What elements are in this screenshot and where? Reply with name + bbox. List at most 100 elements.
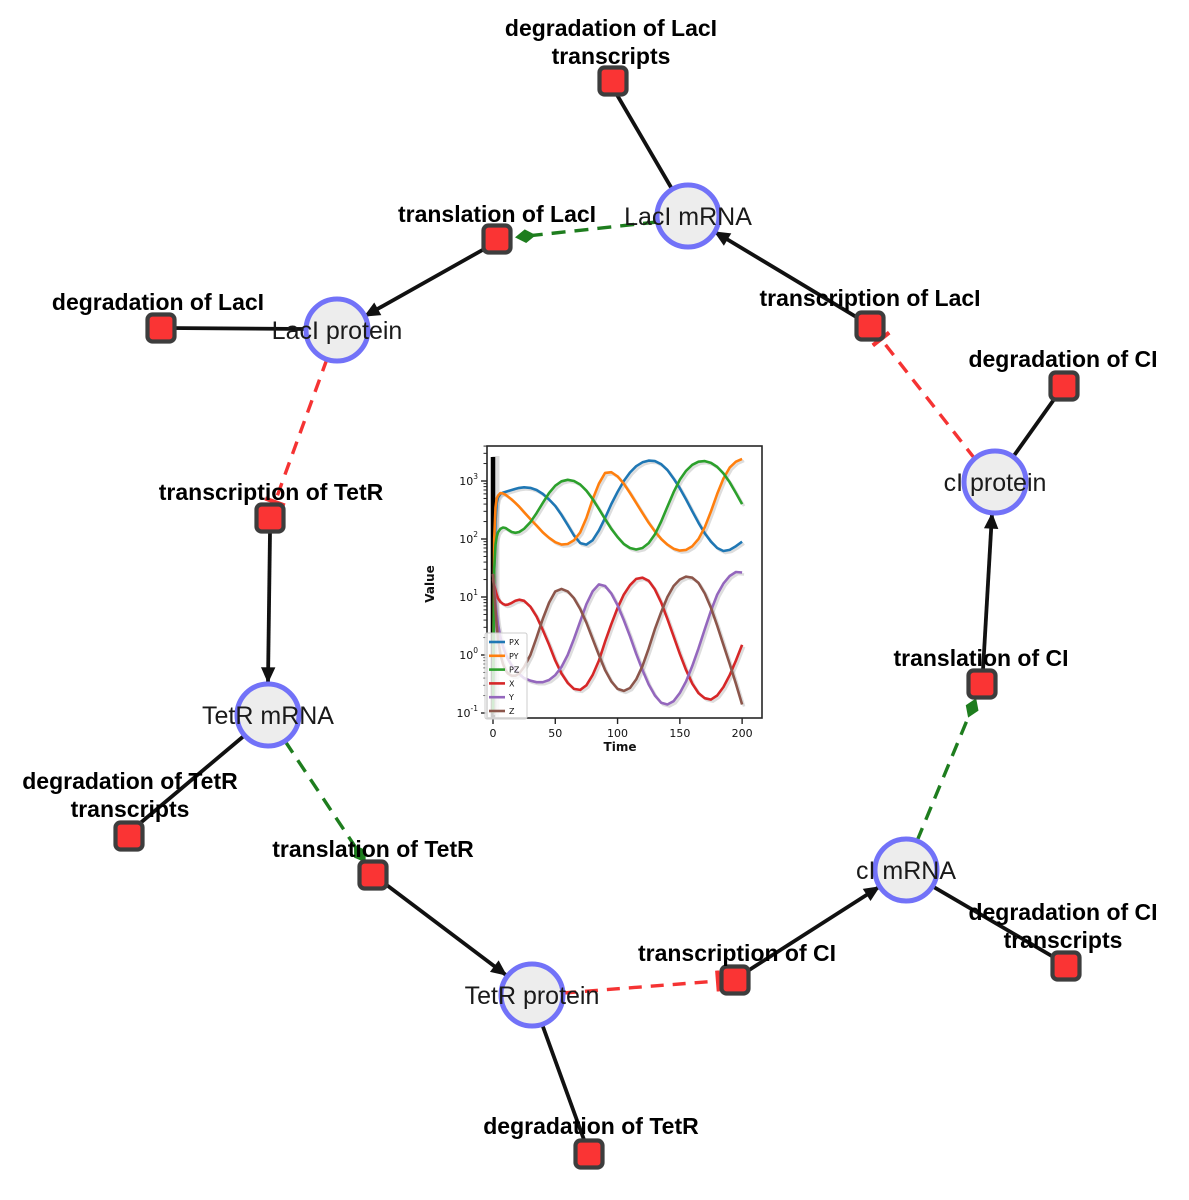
species-label: LacI mRNA <box>624 203 752 231</box>
x-tick-label: 0 <box>490 727 497 740</box>
species-label: cI protein <box>944 469 1047 497</box>
edge-tetrprotein-inhibits-transcription-ci <box>562 970 721 995</box>
reaction-node-transcription-tetr <box>254 502 286 534</box>
edge-laciprotein-inhibits-transcription-tetr <box>264 358 329 508</box>
reaction-node-degradation-ci <box>1048 370 1080 402</box>
species-label: TetR protein <box>465 982 600 1010</box>
reaction-label: degradation of LacI <box>505 15 717 41</box>
species-label: TetR mRNA <box>202 702 334 730</box>
legend-label-PY: PY <box>509 652 519 661</box>
species-node-laci-protein <box>303 296 371 364</box>
reaction-node-degradation-tetr-transcripts <box>113 820 145 852</box>
x-tick-label: 200 <box>732 727 753 740</box>
series-line-PZ <box>491 459 744 714</box>
reaction-label: degradation of CI <box>968 346 1157 372</box>
chart-element: 10 <box>459 475 473 488</box>
reaction-node-translation-tetr <box>357 859 389 891</box>
species-label: LacI protein <box>272 317 403 345</box>
x-axis-label: Time <box>604 740 637 754</box>
edge-translation-laciprotein <box>363 246 487 318</box>
y-tick-label: 101 <box>459 588 478 604</box>
reaction-label: transcription of CI <box>638 940 836 966</box>
x-tick-label: 100 <box>607 727 628 740</box>
edge-translation-ciprotein <box>981 512 999 671</box>
legend-box <box>484 632 528 720</box>
label-layer: degradation of LacI transcripts translat… <box>22 15 1157 1139</box>
edge-transcription-tetrmrna <box>260 531 276 684</box>
edge-cimrna-degradation <box>931 884 1063 964</box>
edge-lacimrna-degradation <box>611 87 674 190</box>
reaction-label: translation of TetR <box>272 836 474 862</box>
edge-transcription-cimrna <box>744 885 881 974</box>
legend-label-X: X <box>509 679 515 688</box>
chart-element: 3 <box>473 472 478 481</box>
species-node-ci-protein <box>961 448 1029 516</box>
reaction-label: degradation of TetR <box>22 768 238 794</box>
startup-band <box>492 456 500 718</box>
reaction-node-transcription-ci <box>719 964 751 996</box>
species-label: cI mRNA <box>856 857 956 885</box>
reaction-label: transcripts <box>1004 927 1123 953</box>
edge-layer <box>130 87 1063 1149</box>
chart-element: -1 <box>471 704 479 713</box>
reaction-node-translation-ci <box>966 668 998 700</box>
legend-label-Y: Y <box>508 693 514 702</box>
reaction-label: degradation of TetR <box>483 1113 699 1139</box>
reaction-label: degradation of LacI <box>52 289 264 315</box>
series-line-X <box>491 576 744 701</box>
y-axis-label: Value <box>423 565 437 603</box>
axes-box <box>486 445 763 719</box>
x-tick-label: 50 <box>548 727 562 740</box>
chart-element: 1 <box>473 588 478 597</box>
legend-label-PX: PX <box>509 638 520 647</box>
edge-lacimrna-translation <box>515 220 658 244</box>
chart-element: 0 <box>473 646 478 655</box>
reaction-node-transcription-laci <box>854 310 886 342</box>
reaction-node-degradation-laci-transcripts <box>597 65 629 97</box>
species-node-laci-mrna <box>654 182 722 250</box>
series-line-PY <box>491 457 743 714</box>
y-tick-label: 102 <box>459 530 478 546</box>
species-node-ci-mrna <box>872 836 940 904</box>
reaction-label: translation of LacI <box>398 201 596 227</box>
edge-tetrmrna-degradation <box>130 733 247 832</box>
reaction-label: transcription of LacI <box>759 285 980 311</box>
chart-element: 2 <box>473 530 478 539</box>
reaction-label: translation of CI <box>893 645 1068 671</box>
edge-ciprotein-inhibits-transcription-laci <box>871 330 977 461</box>
legend-label-PZ: PZ <box>509 666 520 675</box>
species-node-tetr-protein <box>498 961 566 1029</box>
edge-laciprotein-degradation <box>166 326 307 331</box>
reaction-node-degradation-ci-transcripts <box>1050 950 1082 982</box>
edge-tetrmrna-translation <box>283 740 366 863</box>
edge-ciprotein-degradation <box>1011 389 1062 459</box>
chart-element: 10 <box>457 707 471 720</box>
y-tick-label: 10-1 <box>457 704 479 720</box>
reaction-label: degradation of CI <box>968 899 1157 925</box>
x-tick-label: 150 <box>669 727 690 740</box>
y-tick-label: 103 <box>459 472 478 488</box>
reaction-node-degradation-tetr <box>573 1138 605 1170</box>
reaction-node-degradation-laci <box>145 312 177 344</box>
reaction-node-translation-laci <box>481 223 513 255</box>
chart-element: 10 <box>459 591 473 604</box>
y-tick-label: 100 <box>459 646 478 662</box>
edge-translation-tetrprotein <box>382 881 508 977</box>
series-line-PX <box>491 459 743 714</box>
reaction-label: transcripts <box>71 796 190 822</box>
species-node-tetr-mrna <box>234 681 302 749</box>
chart-legend: PX PY PZ XYZ <box>484 632 528 720</box>
edge-tetrprotein-degradation <box>540 1023 589 1149</box>
chart-element: 10 <box>459 649 473 662</box>
reaction-label: transcripts <box>552 43 671 69</box>
edge-cimrna-translation <box>915 698 979 842</box>
legend-label-Z: Z <box>509 707 515 716</box>
node-layer <box>113 65 1082 1170</box>
edge-transcription-lacimrna <box>713 230 859 320</box>
chart-element: 10 <box>459 533 473 546</box>
reaction-label: transcription of TetR <box>159 479 384 505</box>
